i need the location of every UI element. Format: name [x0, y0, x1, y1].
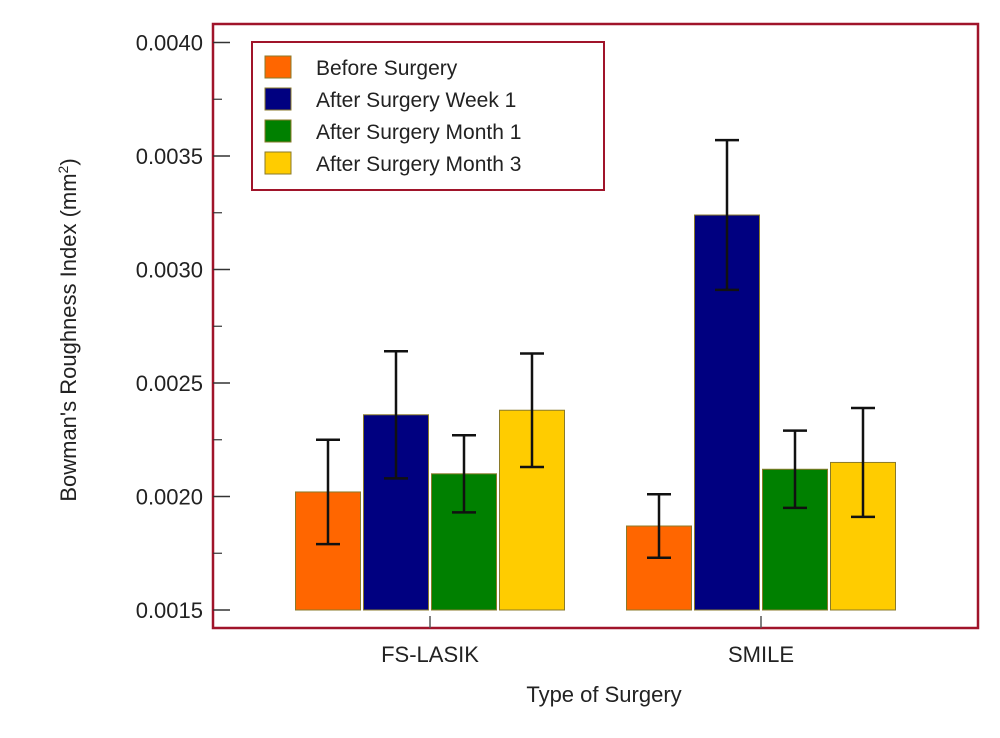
y-axis: 0.0015 0.0020 0.0025 0.0030 0.0035 0.0040: [136, 31, 230, 623]
legend-swatch: [264, 151, 292, 175]
y-tick-label: 0.0035: [136, 144, 203, 169]
legend-swatch: [264, 87, 292, 111]
x-tick-label: FS-LASIK: [381, 642, 479, 667]
bar-1-0: [626, 525, 692, 611]
y-axis-title: Bowman's Roughness Index (mm2): [55, 158, 81, 501]
legend-swatch: [264, 55, 292, 79]
legend-label: After Surgery Month 3: [316, 153, 521, 176]
legend-label: Before Surgery: [316, 57, 458, 80]
x-axis-title: Type of Surgery: [526, 682, 681, 707]
y-tick-label: 0.0030: [136, 258, 203, 283]
y-tick-label: 0.0015: [136, 598, 203, 623]
x-axis: FS-LASIK SMILE: [381, 616, 794, 667]
y-axis-title-suffix: ): [56, 158, 81, 165]
y-tick-label: 0.0040: [136, 31, 203, 56]
bars: [295, 214, 896, 611]
legend-label: After Surgery Month 1: [316, 121, 521, 144]
x-tick-label: SMILE: [728, 642, 794, 667]
error-bars: [316, 138, 875, 560]
legend: Before Surgery After Surgery Week 1 After …: [251, 41, 605, 191]
legend-label: After Surgery Week 1: [316, 89, 516, 112]
legend-frame: [251, 41, 605, 191]
y-tick-label: 0.0020: [136, 485, 203, 510]
y-tick-label: 0.0025: [136, 371, 203, 396]
legend-swatch: [264, 119, 292, 143]
y-axis-title-superscript: 2: [55, 165, 71, 173]
y-axis-title-main: Bowman's Roughness Index (mm: [56, 173, 81, 501]
